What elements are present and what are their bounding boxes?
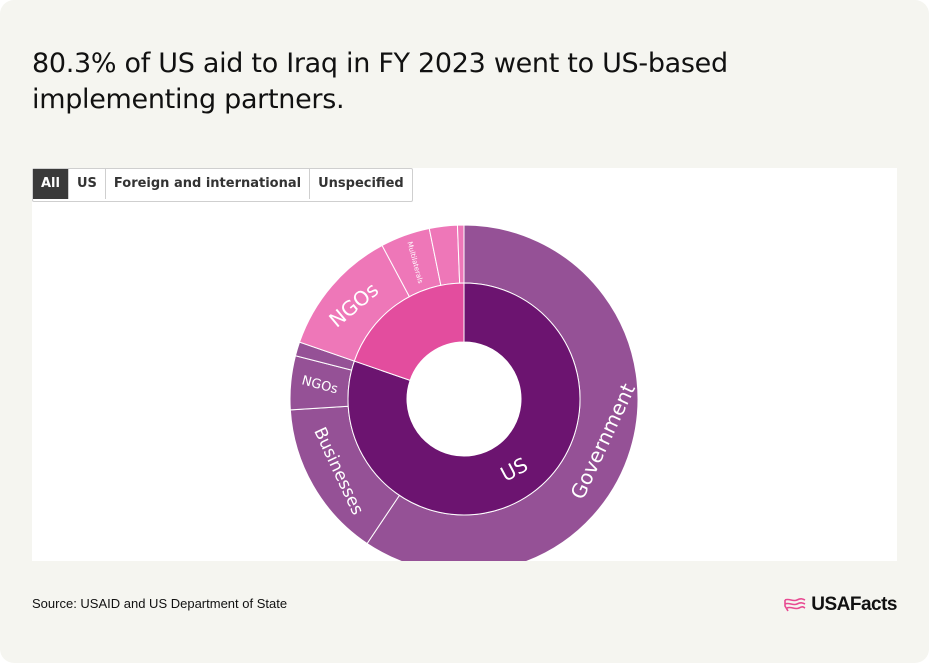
sunburst-chart: GovernmentBusinessesNGOsNGOsMultilateral… bbox=[289, 224, 640, 561]
inner-slice-unlabeled-1[interactable] bbox=[353, 282, 465, 382]
usafacts-logo[interactable]: USAFacts bbox=[783, 592, 897, 618]
tab-us[interactable]: US bbox=[69, 169, 106, 199]
filter-tabs: All US Foreign and international Unspeci… bbox=[32, 168, 413, 202]
source-note: Source: USAID and US Department of State bbox=[32, 596, 288, 611]
chart-area: Government Businesses NGOs NGOs Multilateral… bbox=[32, 168, 897, 561]
tab-foreign-and-international[interactable]: Foreign and international bbox=[106, 169, 311, 199]
inner-slice-us-0[interactable] bbox=[347, 282, 581, 516]
chart-title: 80.3% of US aid to Iraq in FY 2023 went … bbox=[32, 48, 728, 115]
tab-unspecified[interactable]: Unspecified bbox=[318, 176, 404, 191]
usa-flag-icon bbox=[784, 598, 806, 612]
logo-text: USAFacts bbox=[811, 594, 897, 615]
tab-all[interactable]: All bbox=[33, 169, 69, 199]
